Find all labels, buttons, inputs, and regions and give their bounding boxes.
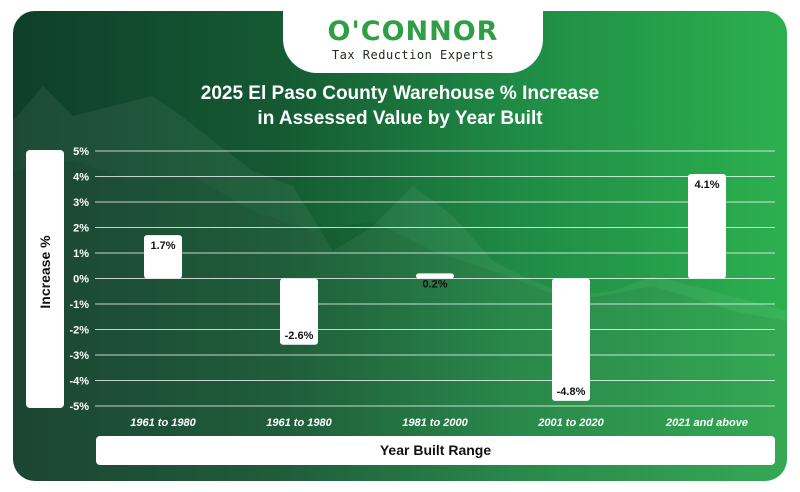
bar-data-label: -4.8% <box>557 386 586 398</box>
bar <box>552 278 590 401</box>
logo-name: O'CONNOR <box>327 16 499 47</box>
y-tick-label: 0% <box>73 274 89 286</box>
bar <box>416 273 454 279</box>
y-tick-label: -2% <box>69 325 89 337</box>
x-axis-label: Year Built Range <box>379 442 492 458</box>
x-tick-label: 2001 to 2020 <box>537 417 604 429</box>
x-tick-label: 1981 to 2000 <box>402 417 468 429</box>
chart-card: O'CONNOR Tax Reduction Experts 2025 El P… <box>13 11 787 481</box>
x-tick-label: 2021 and above <box>665 417 748 429</box>
bar-chart-plot: 5% 4% 3% 2% 1% 0% -1% -2% -3% -4% -5% 1.7% 1961 to 1… <box>69 146 775 429</box>
chart-title-line-2: in Assessed Value by Year Built <box>257 108 543 129</box>
chart-title: 2025 El Paso County Warehouse % Increase… <box>113 81 687 131</box>
y-tick-label: 1% <box>73 248 89 260</box>
y-axis-label-box: Increase % <box>26 150 64 408</box>
bar-data-label: 0.2% <box>422 278 447 290</box>
bar <box>688 173 726 279</box>
bar-data-label: -2.6% <box>285 330 314 342</box>
bar-data-label: 1.7% <box>150 240 175 252</box>
logo-tagline: Tax Reduction Experts <box>331 48 495 62</box>
y-tick-label: -1% <box>69 299 89 311</box>
y-tick-label: 2% <box>73 223 89 235</box>
bar-data-label: 4.1% <box>694 179 719 191</box>
bar <box>144 235 182 279</box>
y-tick-label: -3% <box>69 350 89 362</box>
y-tick-label: -5% <box>69 401 89 413</box>
y-tick-label: 4% <box>73 172 89 184</box>
x-axis-label-box: Year Built Range <box>96 436 775 465</box>
chart-title-line-1: 2025 El Paso County Warehouse % Increase <box>200 83 600 104</box>
background-mountains <box>13 86 787 481</box>
logo: O'CONNOR Tax Reduction Experts <box>283 11 543 73</box>
y-tick-label: 5% <box>73 146 89 158</box>
x-tick-label: 1961 to 1980 <box>266 417 332 429</box>
y-tick-label: 3% <box>73 197 89 209</box>
y-tick-label: -4% <box>69 376 89 388</box>
bar <box>280 278 318 345</box>
x-tick-label: 1961 to 1980 <box>130 417 196 429</box>
